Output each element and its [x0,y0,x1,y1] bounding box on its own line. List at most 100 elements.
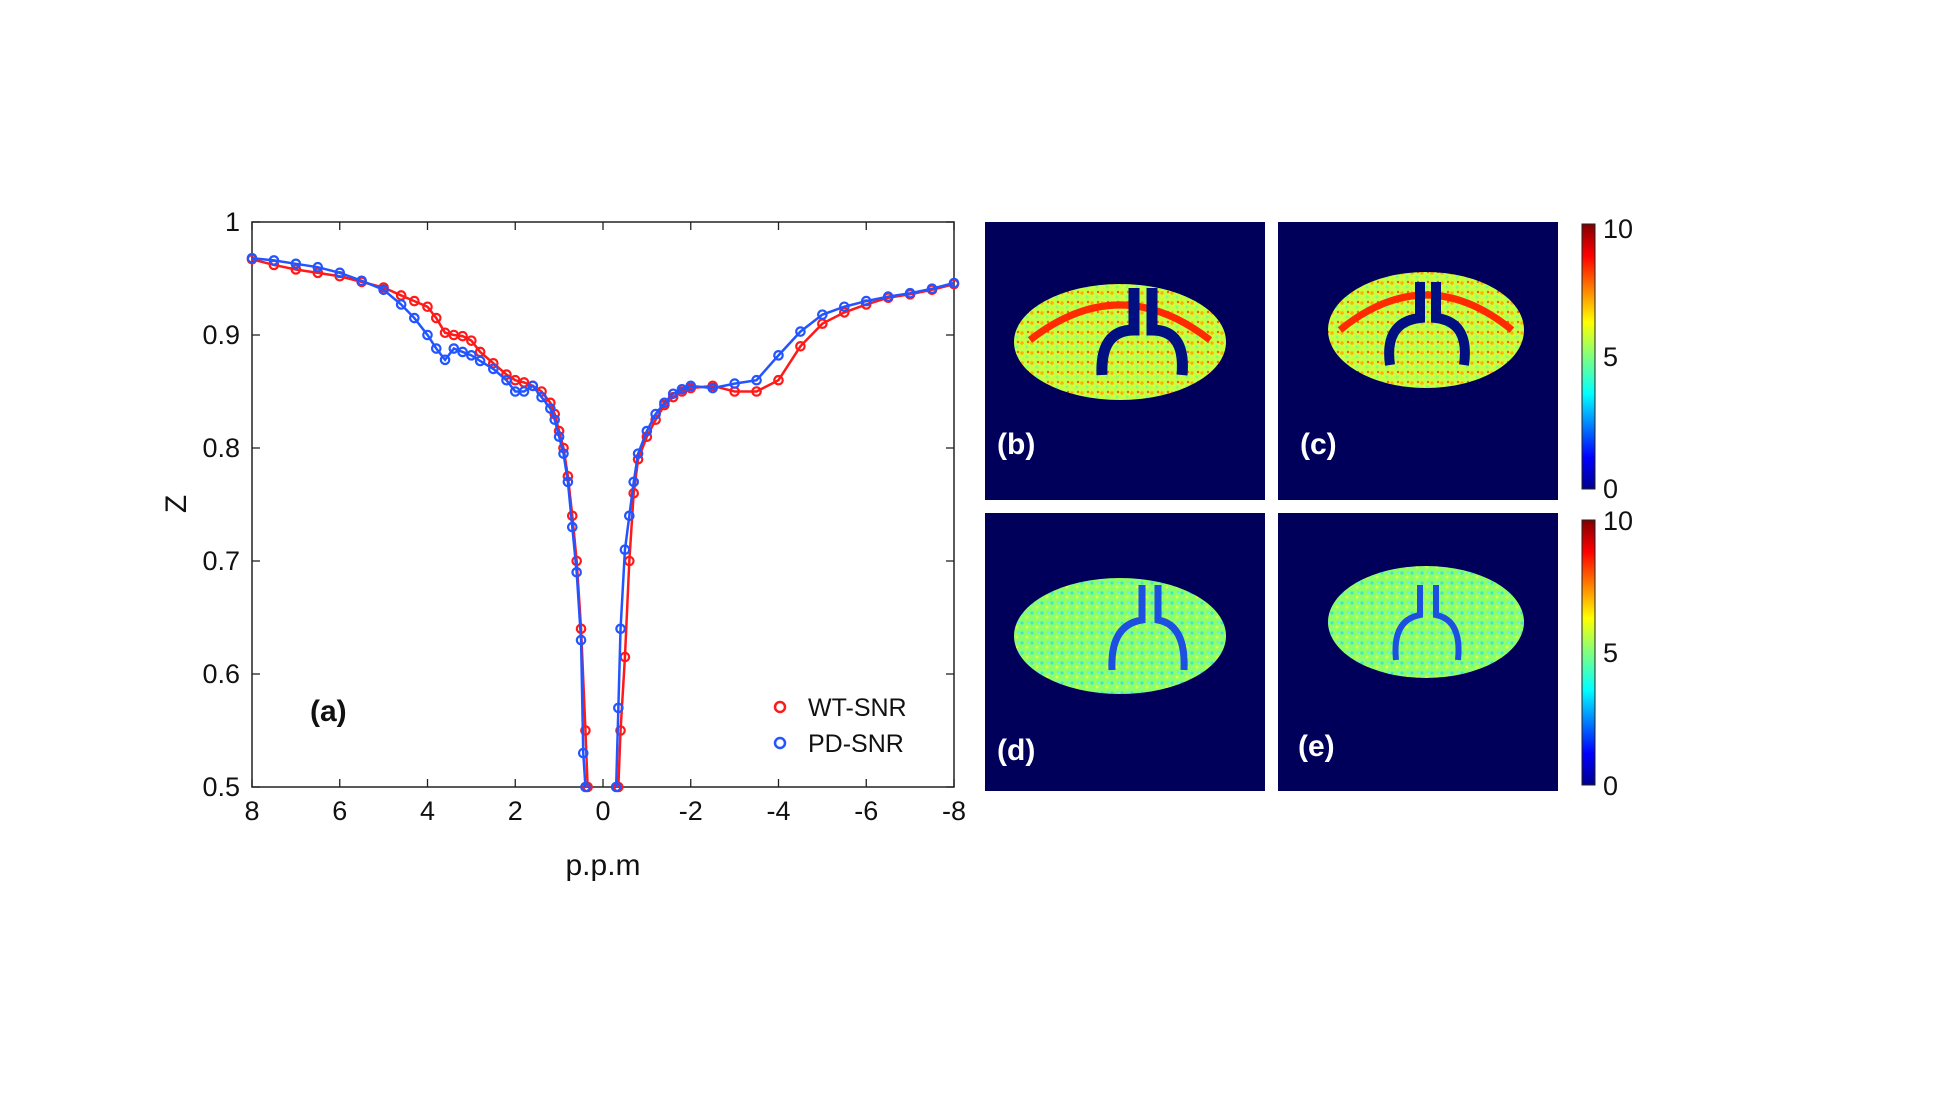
data-point-pd-snr [566,521,578,533]
data-point-pd-snr [817,309,828,320]
data-point-wt-snr [312,267,324,279]
x-tick-label: -4 [766,796,790,826]
data-point-pd-snr [795,326,806,337]
data-point-pd-snr [268,255,280,266]
data-point-pd-snr [707,382,718,394]
y-tick-labels: 0.5 0.6 0.7 0.8 0.9 1 [202,207,240,802]
x-tick-labels: 8 6 4 2 0 -2 -4 -6 -8 [244,796,966,826]
data-point-pd-snr [474,355,486,367]
data-point-pd-snr [562,476,574,488]
data-point-pd-snr [466,350,477,361]
data-point-pd-snr [290,258,302,270]
y-tick-label: 0.7 [202,546,240,576]
data-point-pd-snr [395,299,407,310]
data-point-pd-snr [882,291,894,302]
axis-ticks [251,221,955,788]
data-point-pd-snr [488,363,499,375]
y-tick-label: 0.6 [202,659,240,689]
data-point-pd-snr [501,374,512,386]
data-point-pd-snr [518,386,530,397]
brain-slice-c [1328,272,1524,388]
x-tick-label: 6 [332,796,347,826]
brain-slice-e [1328,566,1524,678]
colorbar-top-gradient [1581,223,1596,490]
ventricle-d [1108,585,1188,671]
y-axis-label: Z [160,495,193,513]
data-point-pd-snr [641,425,653,437]
panel-label-d: (d) [997,734,1035,767]
y-tick-label: 0.9 [202,320,240,350]
panel-label-b: (b) [997,428,1035,461]
x-tick-label: 2 [508,796,523,826]
data-point-pd-snr [580,781,591,793]
data-point-wt-snr [839,307,850,318]
data-point-pd-snr [773,350,784,361]
data-point-pd-snr [575,634,587,646]
colorbar-bottom-tick-min: 0 [1603,771,1618,801]
data-point-pd-snr [729,378,740,389]
series-line-pd-snr-right [614,281,955,788]
ventricle-b [1096,288,1188,376]
data-point-pd-snr [549,414,561,426]
x-tick-label: -6 [854,796,878,826]
data-point-pd-snr [545,403,556,414]
cortex-rim-b [1027,301,1213,343]
panel-label-a: (a) [310,695,347,728]
data-point-pd-snr [334,267,346,279]
legend: WT-SNR PD-SNR [773,694,907,758]
data-point-pd-snr [667,388,679,400]
brain-map-e: (e) [1278,513,1558,791]
colorbar-bottom: 10 5 0 [1581,506,1633,801]
data-point-pd-snr [619,544,631,555]
data-point-pd-snr [558,448,569,459]
x-tick-label: 0 [595,796,610,826]
x-tick-label: -8 [942,796,966,826]
brain-map-panels: (b) (c) (d) (e) 10 5 0 [985,214,1633,801]
data-point-pd-snr [676,383,688,395]
data-point-wt-snr [751,386,762,397]
data-point-pd-snr [632,448,644,459]
cortex-rim-c [1337,291,1515,333]
data-point-pd-snr [378,284,389,296]
data-point-wt-snr [457,330,468,342]
data-point-pd-snr [527,380,539,392]
data-point-wt-snr [409,295,420,307]
colorbar-top: 10 5 0 [1581,214,1633,504]
data-point-wt-snr [466,335,477,346]
series-pd-snr [246,252,960,793]
legend-marker-pd [773,736,787,750]
colorbar-bottom-gradient [1581,519,1596,786]
brain-map-b: (b) [985,222,1265,500]
ventricle-c [1384,282,1470,366]
data-point-pd-snr [904,287,916,299]
data-point-pd-snr [312,261,324,273]
data-point-pd-snr [457,346,468,358]
ventricle-e [1392,585,1462,661]
data-point-pd-snr [659,397,670,409]
colorbar-bottom-tick-mid: 5 [1603,638,1618,668]
series-layer [246,252,960,793]
colorbar-bottom-tick-max: 10 [1603,506,1633,536]
data-point-pd-snr [839,301,850,313]
data-point-wt-snr [430,312,442,324]
data-point-pd-snr [860,295,872,307]
data-point-pd-snr [615,623,626,635]
legend-label-pd: PD-SNR [808,730,904,758]
data-point-pd-snr [553,431,565,442]
y-tick-label: 0.5 [202,772,240,802]
data-point-pd-snr [439,354,451,366]
colorbar-top-tick-min: 0 [1603,474,1618,504]
x-tick-label: -2 [679,796,703,826]
z-spectrum-chart: 8 6 4 2 0 -2 -4 -6 -8 0.5 0.6 0.7 0.8 0.9 1 p.p.m Z (… [160,207,966,882]
brain-slice-b [1014,284,1226,400]
y-tick-label: 1 [225,207,240,237]
data-point-wt-snr [580,725,591,736]
data-point-pd-snr [751,374,762,386]
x-tick-label: 4 [420,796,435,826]
data-point-pd-snr [409,312,420,324]
panel-label-e: (e) [1298,730,1335,763]
data-point-pd-snr [422,329,433,341]
data-point-pd-snr [448,343,460,354]
data-point-pd-snr [948,277,960,289]
